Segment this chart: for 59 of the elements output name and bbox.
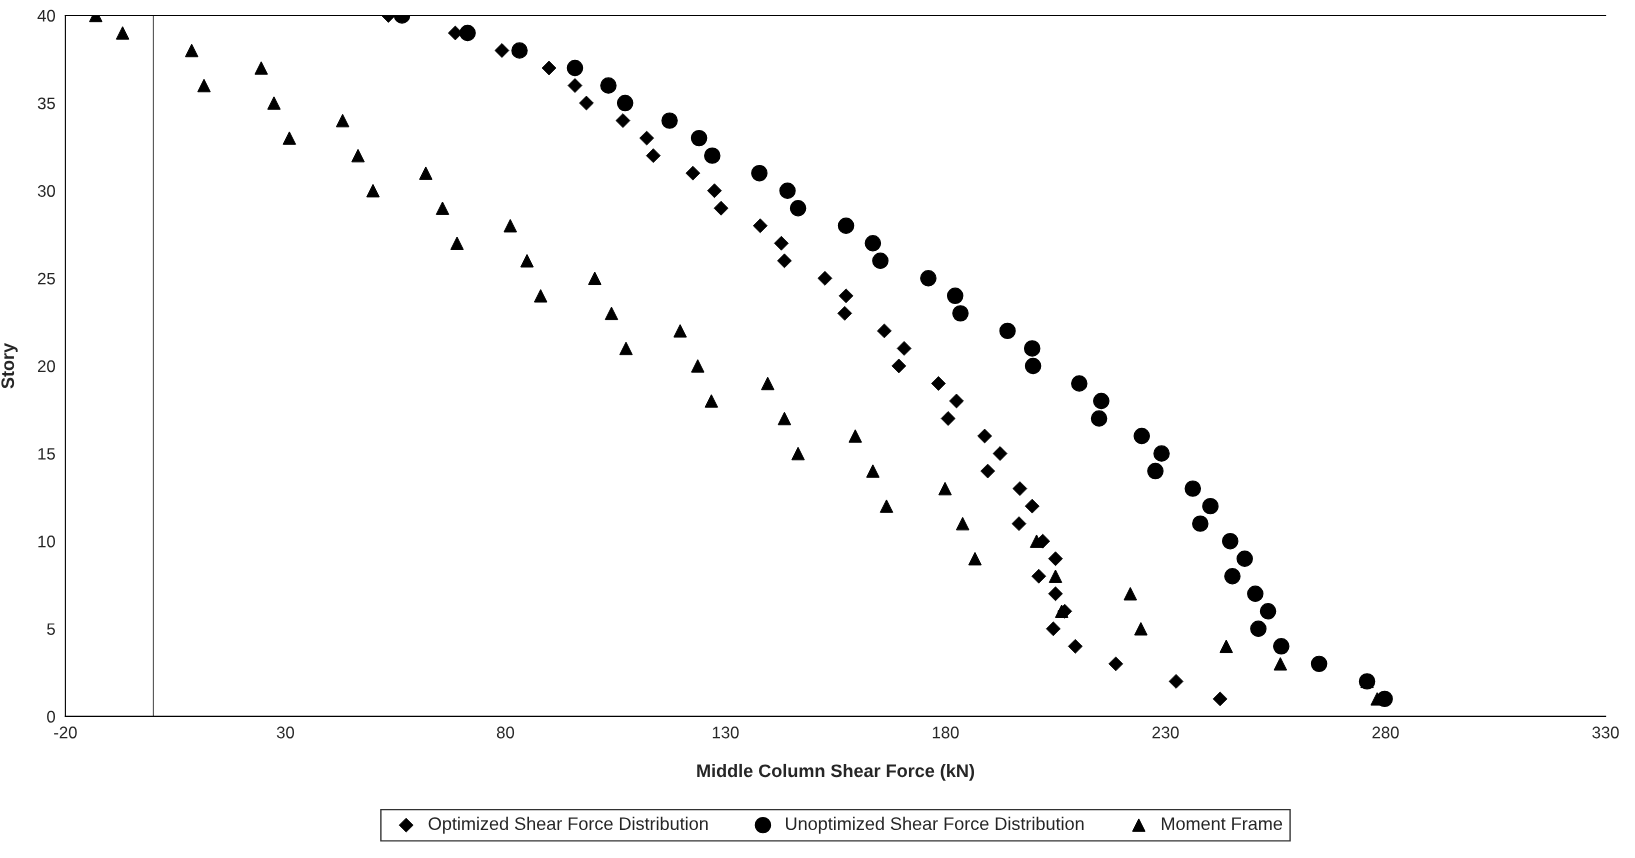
point [616, 94, 634, 112]
y-tick-label: 0 [47, 710, 56, 723]
x-tick-label: 30 [276, 726, 295, 739]
point [952, 305, 969, 322]
point [511, 42, 528, 59]
y-tick-label: 15 [38, 448, 55, 460]
point [661, 112, 678, 129]
point [779, 182, 796, 199]
point [946, 287, 964, 305]
point [1024, 357, 1042, 375]
point [459, 24, 476, 42]
point [1247, 585, 1264, 602]
point [690, 129, 708, 147]
x-tick-label: 230 [1152, 726, 1179, 739]
x-tick-label: 330 [1592, 726, 1619, 739]
x-tick-label: 180 [932, 726, 959, 739]
y-tick-label: 40 [37, 9, 56, 22]
x-tick-label: 130 [712, 726, 739, 739]
y-tick-label: 35 [37, 97, 55, 110]
point [600, 77, 617, 94]
point [1236, 550, 1253, 567]
point [1310, 655, 1328, 673]
point [1184, 480, 1202, 497]
y-tick-label: 10 [38, 535, 56, 548]
legend-label: Optimized Shear Force Distribution [428, 816, 708, 834]
legend-label: Unoptimized Shear Force Distribution [786, 816, 1084, 834]
point [1221, 532, 1239, 550]
x-tick-label: 80 [496, 726, 515, 739]
point [1192, 515, 1209, 532]
x-axis-title: Middle Column Shear Force (kN) [697, 763, 975, 781]
point [1259, 603, 1277, 620]
point [1133, 427, 1150, 445]
point [999, 322, 1016, 340]
legend-label: Moment Frame [1161, 817, 1283, 831]
point [920, 270, 937, 287]
point [1153, 445, 1170, 462]
point [566, 59, 584, 77]
point [704, 147, 721, 164]
point [1071, 375, 1088, 392]
point [1090, 410, 1108, 427]
point [1273, 638, 1290, 655]
point [1147, 462, 1164, 480]
x-tick-label: -20 [54, 726, 77, 739]
y-tick-label: 20 [37, 360, 56, 373]
point [789, 200, 807, 217]
point [1224, 568, 1241, 585]
point [1250, 620, 1267, 638]
point [872, 252, 889, 270]
point [751, 164, 768, 182]
x-tick-label: 280 [1372, 726, 1399, 739]
y-axis-title: Story [1, 342, 18, 389]
point [1093, 392, 1110, 410]
point [1023, 340, 1041, 357]
y-tick-label: 25 [37, 272, 55, 285]
point [837, 217, 855, 234]
point [864, 235, 882, 252]
point [1202, 497, 1219, 515]
y-tick-label: 5 [47, 623, 55, 636]
y-tick-label: 30 [37, 185, 56, 197]
